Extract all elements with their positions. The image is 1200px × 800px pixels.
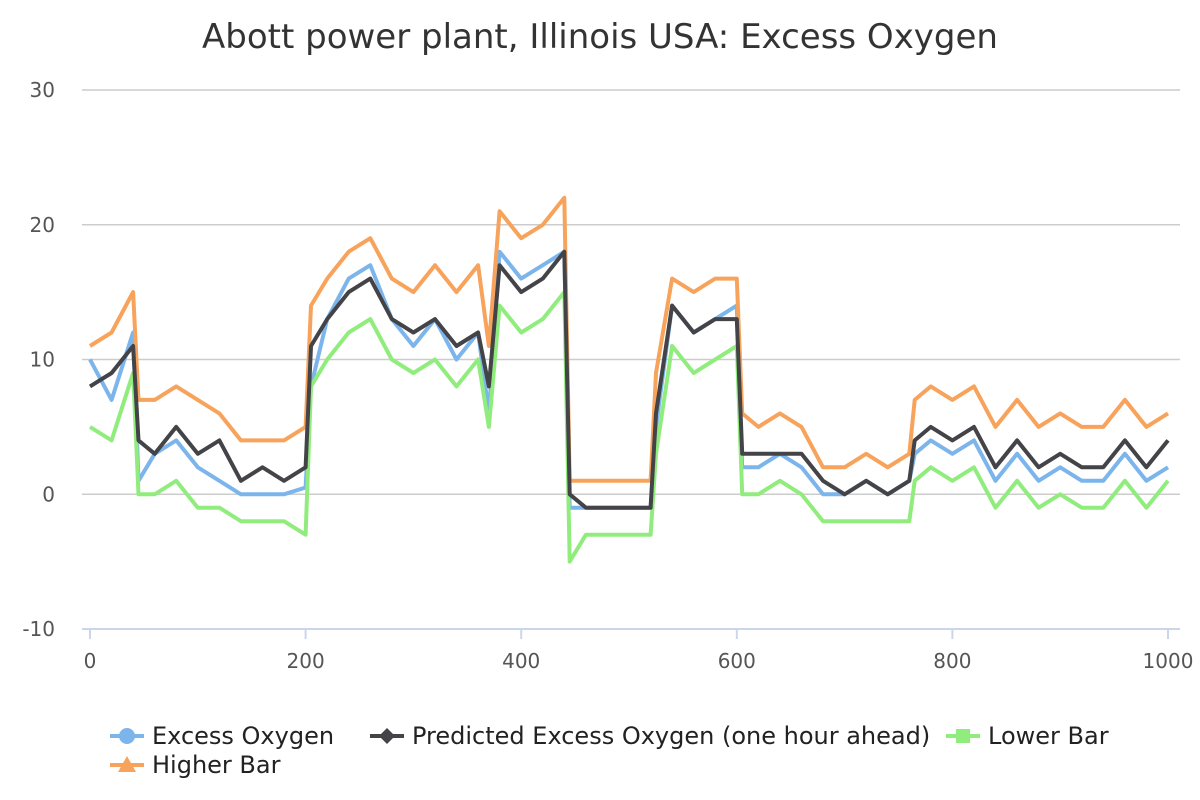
y-tick-label: 30 bbox=[30, 78, 55, 102]
x-tick-label: 0 bbox=[84, 649, 97, 673]
legend-marker-circle-icon bbox=[119, 728, 135, 744]
legend-marker-diamond-icon bbox=[379, 728, 395, 744]
y-tick-label: 10 bbox=[30, 348, 55, 372]
series-lines bbox=[88, 195, 1170, 564]
y-tick-label: 20 bbox=[30, 213, 55, 237]
y-tick-label: 0 bbox=[42, 482, 55, 506]
series-line-2 bbox=[88, 290, 1170, 564]
chart-title: Abott power plant, Illinois USA: Excess … bbox=[202, 17, 998, 57]
series-line-0 bbox=[88, 249, 1170, 510]
legend-label: Excess Oxygen bbox=[152, 722, 334, 750]
x-axis-ticks: 0 200 400 600 800 1000 bbox=[84, 629, 1194, 673]
legend[interactable]: Excess Oxygen Predicted Excess Oxygen (on… bbox=[110, 722, 1109, 779]
legend-item-2[interactable]: Lower Bar bbox=[946, 722, 1109, 750]
series-line-3 bbox=[88, 195, 1170, 483]
series-line-1 bbox=[88, 249, 1170, 510]
legend-item-0[interactable]: Excess Oxygen bbox=[110, 722, 334, 750]
grid bbox=[82, 89, 1180, 630]
y-axis-ticks: -10 0 10 20 30 bbox=[22, 78, 55, 641]
y-tick-label: -10 bbox=[22, 617, 55, 641]
legend-label: Predicted Excess Oxygen (one hour ahead) bbox=[412, 722, 930, 750]
x-tick-label: 800 bbox=[933, 649, 971, 673]
x-tick-label: 600 bbox=[718, 649, 756, 673]
legend-item-3[interactable]: Higher Bar bbox=[110, 751, 281, 779]
legend-label: Lower Bar bbox=[988, 722, 1109, 750]
legend-item-1[interactable]: Predicted Excess Oxygen (one hour ahead) bbox=[370, 722, 930, 750]
legend-marker-triangle-icon bbox=[118, 756, 136, 772]
x-tick-label: 200 bbox=[287, 649, 325, 673]
x-tick-label: 1000 bbox=[1143, 649, 1194, 673]
x-tick-label: 400 bbox=[502, 649, 540, 673]
legend-label: Higher Bar bbox=[152, 751, 281, 779]
legend-marker-square-icon bbox=[956, 729, 970, 743]
